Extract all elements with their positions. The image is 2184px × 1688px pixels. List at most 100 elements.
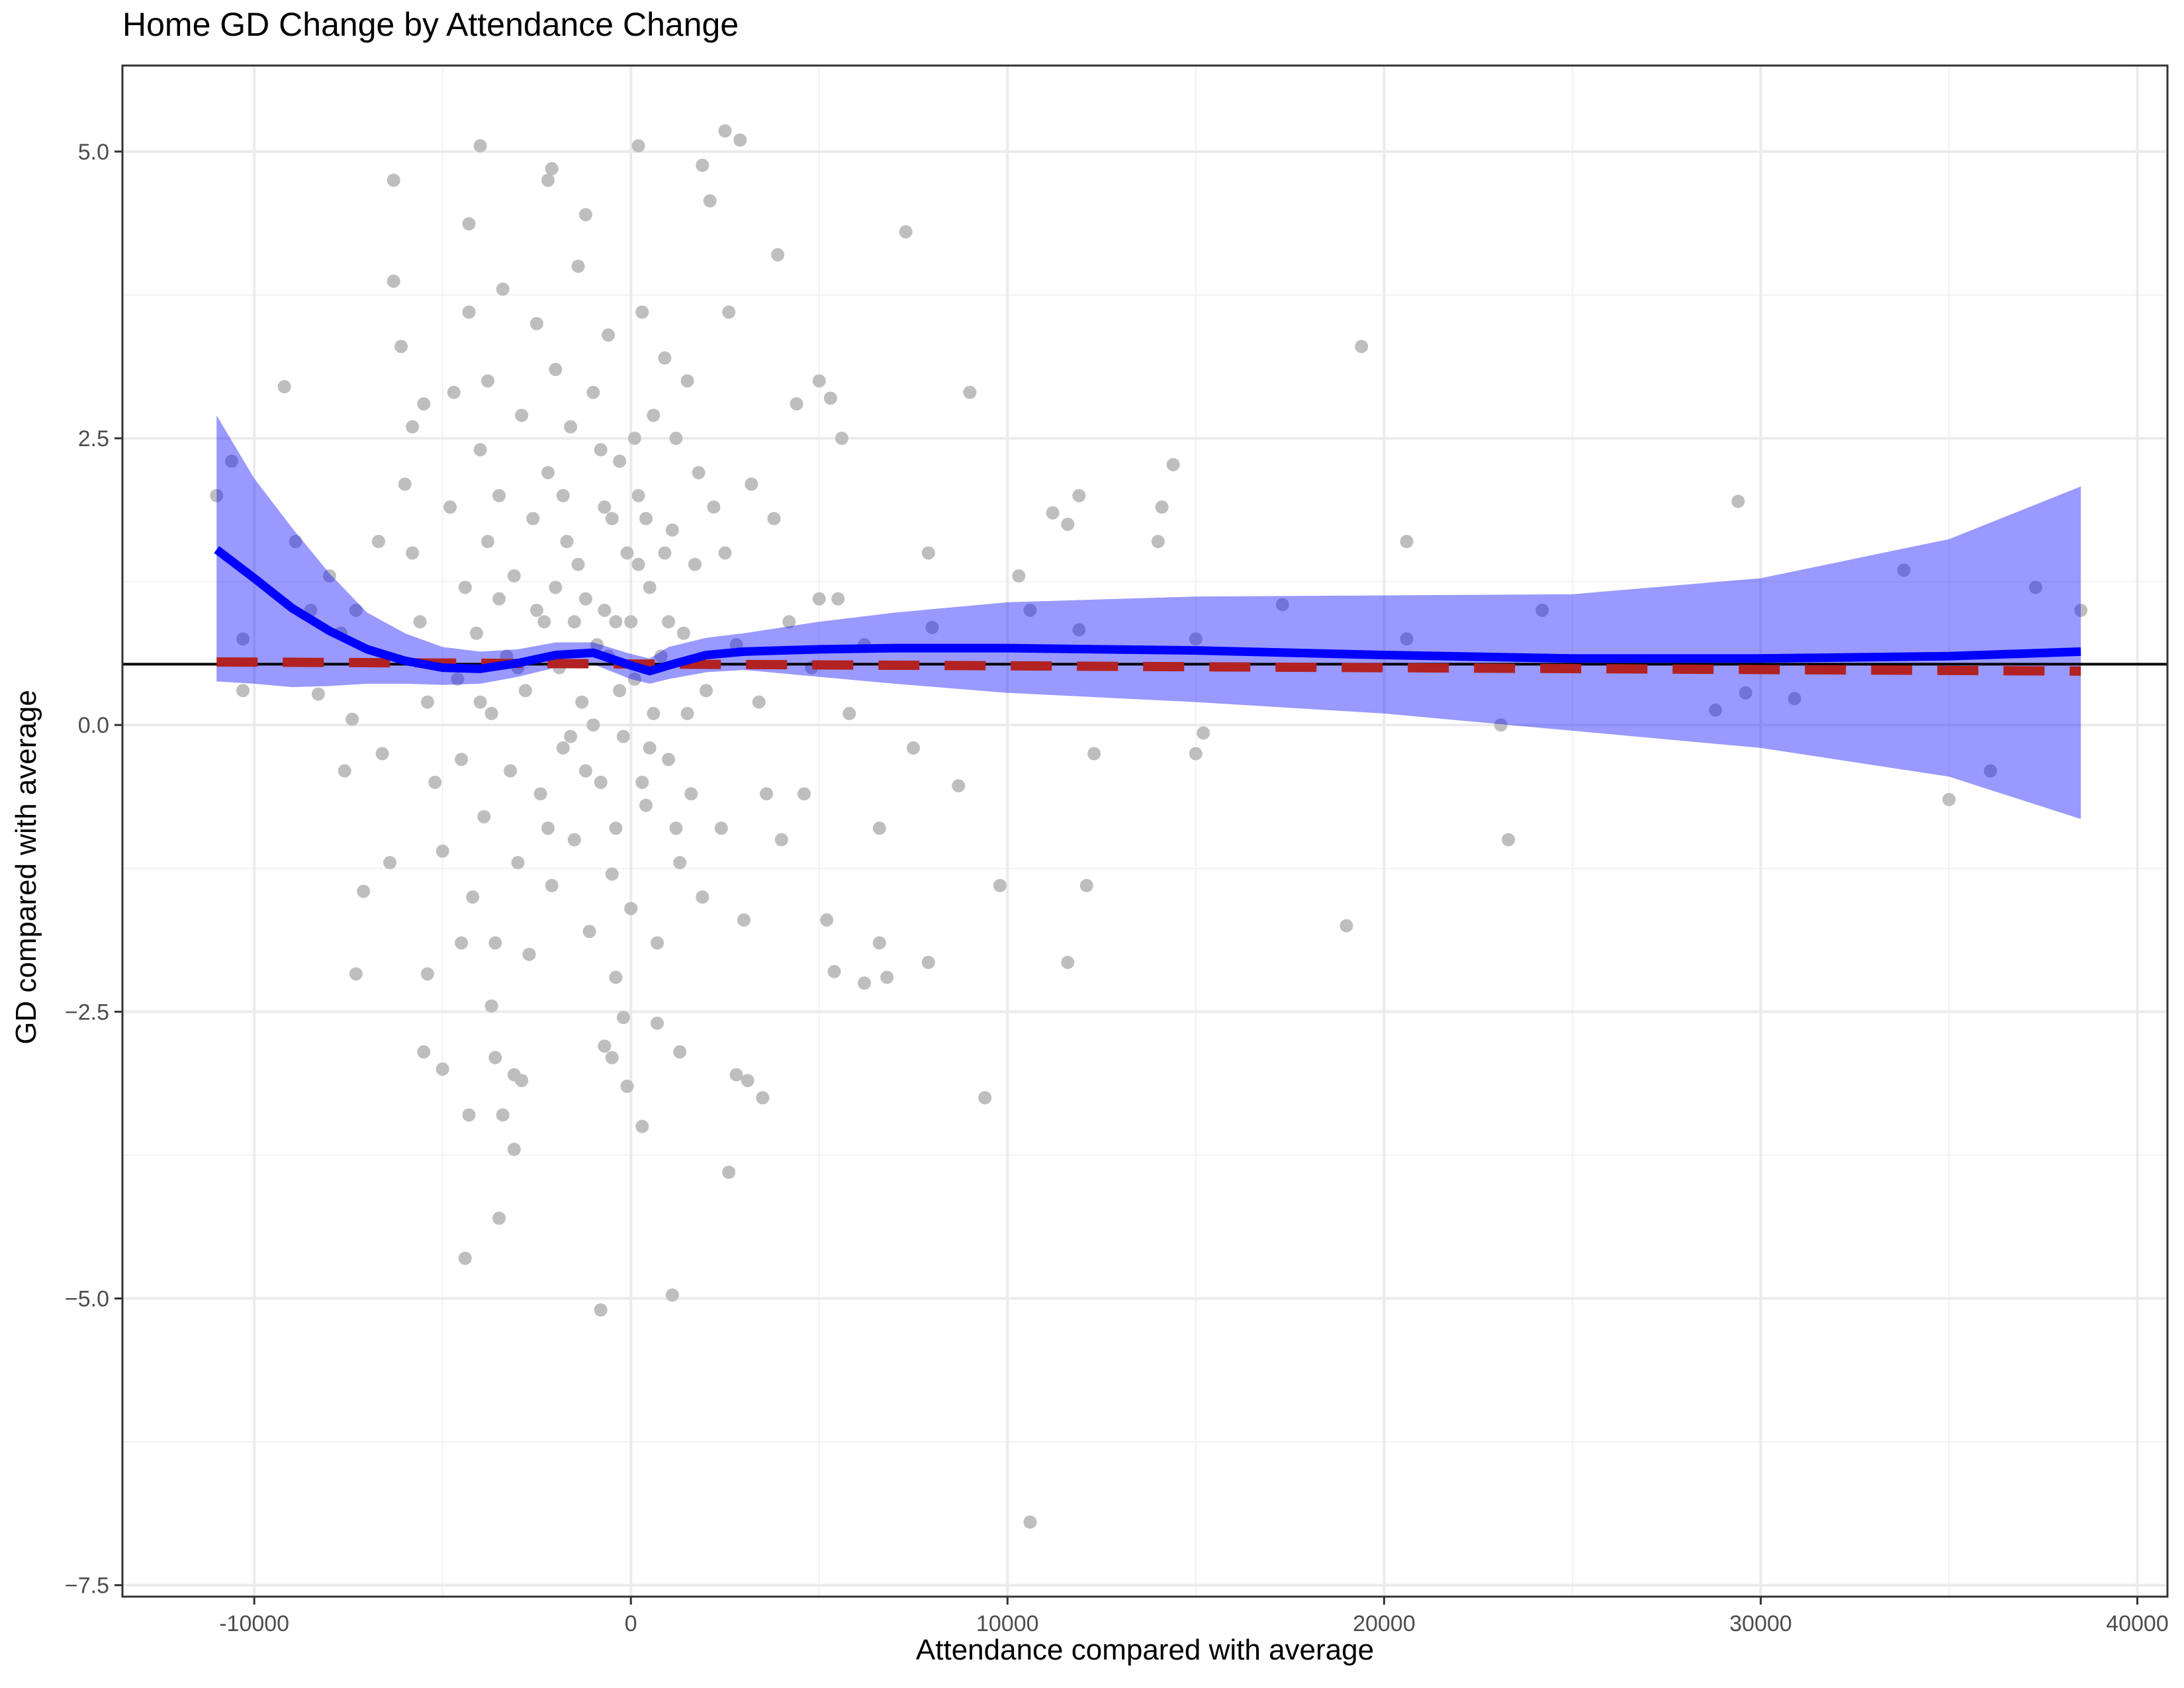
data-point [1023,1515,1037,1529]
data-point [774,833,788,847]
data-point [820,913,834,927]
y-tick-label: 0.0 [78,713,109,738]
data-point [620,1080,634,1093]
data-point [387,173,400,187]
data-point [639,798,653,812]
data-point [518,684,532,698]
data-point [631,489,645,502]
data-point [575,695,589,709]
data-point [756,1091,770,1105]
data-point [598,500,612,514]
data-point [515,408,529,422]
data-point [387,274,400,288]
data-point [394,340,408,353]
data-point [1061,518,1075,532]
data-point [842,706,856,720]
data-point [545,878,559,892]
data-point [492,489,506,502]
data-point [1400,632,1414,646]
data-point [496,1108,510,1122]
data-point [594,775,608,789]
data-point [455,936,469,950]
y-tick-label: 5.0 [78,140,109,165]
data-point [665,1288,679,1302]
data-point [1788,692,1801,706]
data-point [605,1051,619,1064]
data-point [349,967,363,981]
data-point [492,1211,506,1225]
data-point [669,432,683,445]
data-point [488,1051,502,1064]
data-point [484,999,498,1013]
data-point [1983,764,1997,778]
data-point [458,581,472,594]
data-point [722,305,736,319]
data-point [899,225,913,239]
x-tick-label: -10000 [219,1611,289,1636]
data-point [236,632,250,646]
data-point [1942,792,1956,806]
data-point [484,706,498,720]
data-point [605,512,619,526]
data-point [925,620,939,634]
data-point [639,512,653,526]
data-point [722,1165,736,1179]
data-point [858,976,872,990]
data-point [658,351,672,365]
data-point [2028,581,2042,594]
data-point [631,139,645,153]
data-point [594,1303,608,1317]
data-point [462,217,476,231]
data-point [624,902,638,915]
data-point [458,1251,472,1265]
data-point [696,158,709,172]
data-point [549,363,563,377]
data-point [311,687,325,701]
data-point [1072,489,1086,502]
data-point [651,936,664,950]
data-point [1400,535,1414,549]
data-point [767,512,781,526]
data-point [688,557,702,571]
data-point [236,684,250,698]
data-point [718,546,732,560]
x-tick-label: 10000 [976,1611,1039,1636]
data-point [537,615,551,629]
data-point [586,385,600,399]
data-point [673,856,687,870]
data-point [680,374,694,388]
data-point [417,397,431,411]
data-point [567,833,581,847]
data-point [872,821,886,835]
data-point [511,856,525,870]
data-point [952,779,966,793]
data-point [383,856,397,870]
data-point [921,546,935,560]
data-point [1046,506,1060,520]
data-point [651,1016,664,1030]
data-point [978,1091,992,1105]
data-point [533,787,547,801]
data-point [480,374,494,388]
data-point [1061,955,1075,969]
data-point [507,569,521,583]
data-point [398,477,412,491]
data-point [277,380,291,394]
data-point [733,133,747,147]
data-point [1166,457,1180,471]
data-point [375,747,389,761]
data-point [1023,603,1037,617]
gridlines [122,66,2167,1597]
data-point [406,546,420,560]
y-tick-label: 2.5 [78,426,109,451]
data-point [616,729,630,743]
data-point [654,649,668,663]
data-point [578,208,592,222]
data-point [700,684,713,698]
data-point [1731,494,1745,508]
data-point [635,1119,649,1133]
data-point [1897,563,1911,577]
data-point [357,884,371,898]
data-point [345,712,359,726]
data-point [443,500,457,514]
